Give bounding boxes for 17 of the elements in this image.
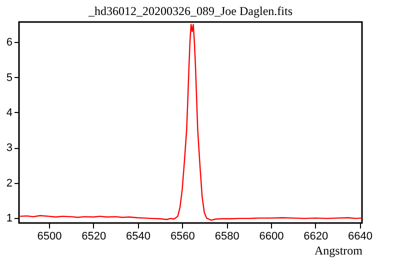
chart-title: _hd36012_20200326_089_Joe Daglen.fits bbox=[88, 4, 293, 18]
x-tick-label: 6640 bbox=[348, 230, 373, 242]
x-tick-label: 6600 bbox=[259, 230, 284, 242]
line-series bbox=[20, 24, 363, 221]
y-tick-label: 2 bbox=[6, 177, 12, 190]
x-tick-label: 6520 bbox=[82, 230, 106, 242]
x-tick-label: 6500 bbox=[37, 230, 62, 242]
x-tick-label: 6620 bbox=[304, 230, 328, 242]
x-tick-label: 6560 bbox=[170, 230, 195, 242]
y-tick-label: 4 bbox=[6, 106, 12, 119]
x-tick-label: 6580 bbox=[214, 230, 240, 242]
y-tick-label: 5 bbox=[6, 72, 12, 84]
y-tick-label: 6 bbox=[6, 36, 12, 49]
x-tick-label: 6540 bbox=[126, 230, 151, 242]
y-tick-label: 3 bbox=[6, 142, 12, 154]
y-tick-label: 1 bbox=[6, 212, 12, 225]
x-axis-title: Angstrom bbox=[314, 244, 364, 258]
